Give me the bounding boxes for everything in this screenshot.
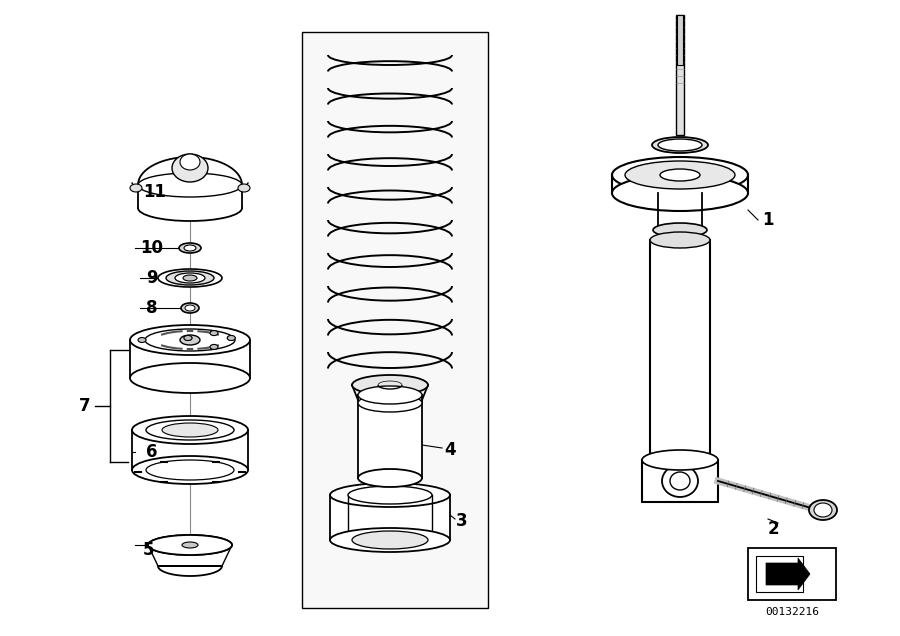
Ellipse shape [184, 336, 192, 340]
Ellipse shape [138, 195, 242, 221]
Polygon shape [138, 157, 242, 185]
Ellipse shape [210, 331, 218, 336]
Text: 3: 3 [456, 512, 468, 530]
Ellipse shape [652, 137, 708, 153]
Text: 9: 9 [146, 269, 158, 287]
Polygon shape [658, 193, 702, 230]
Ellipse shape [358, 394, 422, 412]
Ellipse shape [138, 338, 146, 343]
Ellipse shape [660, 169, 700, 181]
Ellipse shape [146, 460, 234, 480]
Ellipse shape [658, 139, 702, 151]
Polygon shape [148, 545, 232, 566]
Polygon shape [302, 32, 488, 608]
Bar [650, 240, 710, 460]
Text: 1: 1 [762, 211, 774, 229]
Text: 4: 4 [445, 441, 455, 459]
Ellipse shape [172, 154, 208, 182]
Text: 5: 5 [142, 541, 154, 559]
Text: 6: 6 [146, 443, 158, 461]
Ellipse shape [330, 483, 450, 507]
Polygon shape [330, 495, 450, 540]
Ellipse shape [809, 500, 837, 520]
Ellipse shape [183, 275, 197, 281]
Polygon shape [358, 395, 422, 478]
Ellipse shape [650, 452, 710, 468]
Polygon shape [158, 566, 222, 576]
Ellipse shape [185, 305, 195, 311]
Ellipse shape [227, 336, 235, 340]
Ellipse shape [670, 472, 690, 490]
Polygon shape [756, 556, 803, 592]
Ellipse shape [650, 232, 710, 248]
Ellipse shape [814, 503, 832, 517]
Ellipse shape [184, 336, 192, 340]
Ellipse shape [642, 450, 718, 470]
Ellipse shape [180, 335, 200, 345]
Ellipse shape [352, 375, 428, 395]
Ellipse shape [210, 345, 218, 349]
Ellipse shape [612, 157, 748, 193]
Bar [677, 15, 683, 65]
Ellipse shape [348, 486, 432, 504]
Ellipse shape [175, 273, 205, 283]
Text: 2: 2 [767, 520, 778, 538]
Ellipse shape [662, 465, 698, 497]
Ellipse shape [352, 531, 428, 549]
Ellipse shape [146, 420, 234, 440]
Ellipse shape [625, 161, 735, 189]
Ellipse shape [330, 528, 450, 552]
Ellipse shape [148, 535, 232, 555]
Text: 11: 11 [143, 183, 166, 201]
Ellipse shape [238, 184, 250, 192]
Text: 8: 8 [146, 299, 158, 317]
Polygon shape [766, 558, 810, 590]
Ellipse shape [612, 175, 748, 211]
Ellipse shape [132, 456, 248, 484]
Bar [676, 15, 684, 135]
Bar [642, 460, 718, 502]
Ellipse shape [158, 269, 222, 287]
Ellipse shape [130, 363, 250, 393]
Ellipse shape [180, 154, 200, 170]
Ellipse shape [166, 271, 214, 285]
Ellipse shape [181, 303, 199, 313]
Ellipse shape [145, 329, 235, 351]
Ellipse shape [162, 423, 218, 437]
Text: 00132216: 00132216 [765, 607, 819, 617]
Ellipse shape [184, 245, 196, 251]
Ellipse shape [130, 184, 142, 192]
Bar [748, 548, 836, 600]
Ellipse shape [130, 325, 250, 355]
Ellipse shape [358, 386, 422, 404]
Ellipse shape [148, 535, 232, 555]
Ellipse shape [182, 542, 198, 548]
Text: 10: 10 [140, 239, 164, 257]
Ellipse shape [179, 243, 201, 253]
Text: 7: 7 [79, 397, 91, 415]
Polygon shape [138, 185, 242, 208]
Ellipse shape [138, 173, 242, 197]
Ellipse shape [132, 416, 248, 444]
Ellipse shape [653, 223, 707, 237]
Ellipse shape [227, 336, 235, 340]
Ellipse shape [358, 469, 422, 487]
